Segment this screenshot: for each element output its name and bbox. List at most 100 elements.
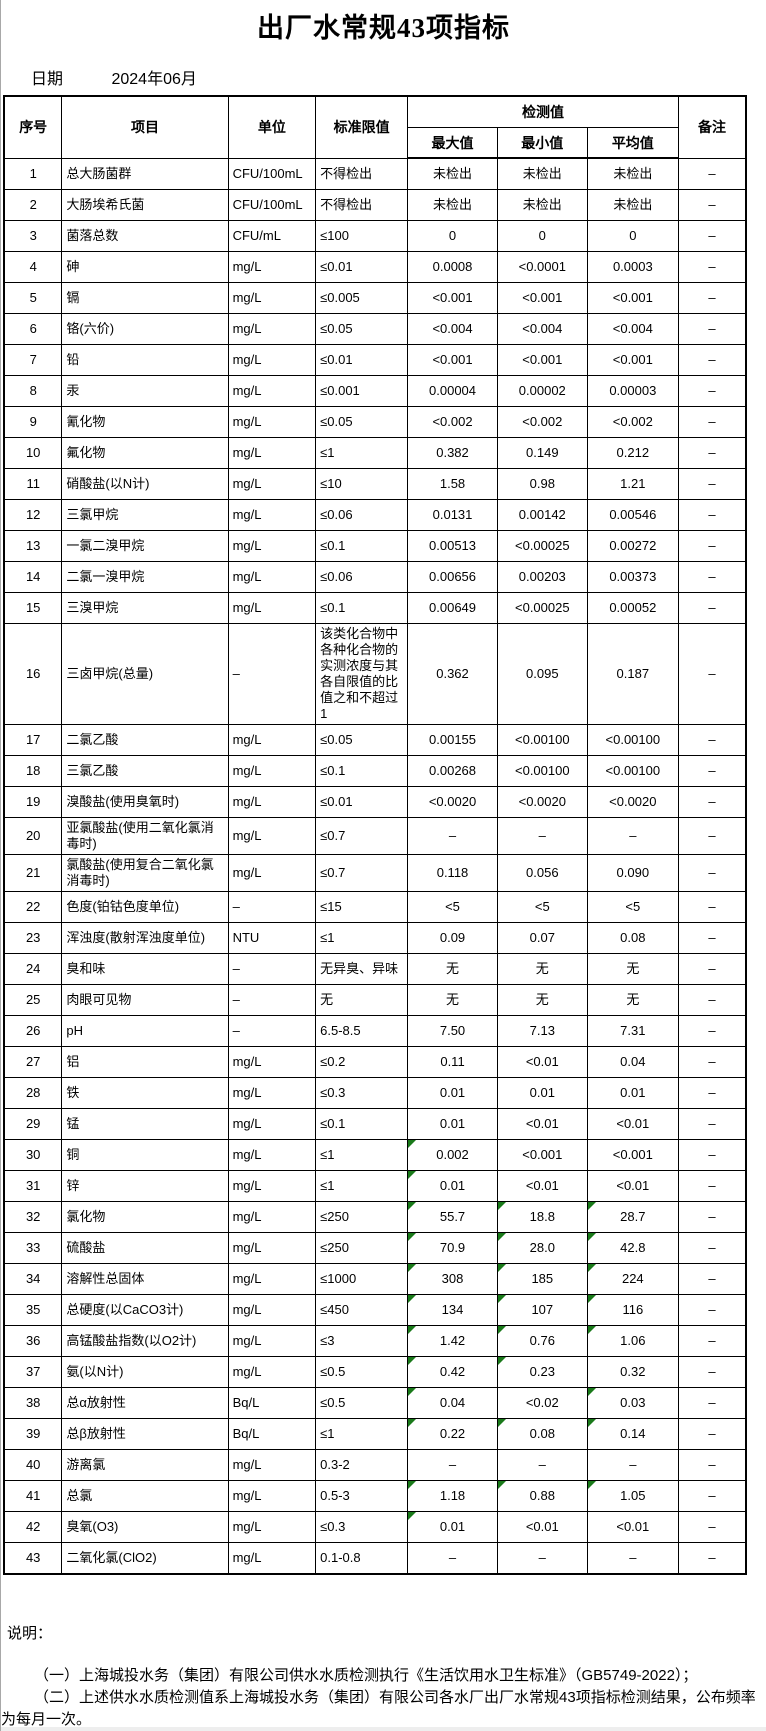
cell-max: 0.01 bbox=[407, 1077, 498, 1109]
notes-section: 说明： （一）上海城投水务（集团）有限公司供水水质检测执行《生活饮用水卫生标准》… bbox=[1, 1623, 766, 1731]
table-row: 4 砷 mg/L ≤0.01 0.0008 <0.0001 0.0003– bbox=[3, 251, 747, 283]
cell-limit: ≤15 bbox=[315, 891, 409, 923]
cell-unit: mg/L bbox=[227, 1480, 317, 1512]
cell-min: 无 bbox=[496, 984, 588, 1016]
date-label: 日期 bbox=[31, 71, 64, 88]
table-row: 29 锰 mg/L ≤0.1 0.01 <0.01 <0.01– bbox=[3, 1108, 747, 1140]
cell-no: 36 bbox=[3, 1325, 63, 1357]
cell-item: 溶解性总固体 bbox=[61, 1263, 229, 1295]
header-unit: 单位 bbox=[227, 95, 317, 159]
cell-max-with-flag-triangle: 0.002 bbox=[407, 1139, 498, 1171]
cell-limit: ≤3 bbox=[315, 1325, 409, 1357]
cell-avg: 0 bbox=[586, 220, 679, 252]
cell-remark: – bbox=[677, 406, 747, 438]
cell-item: 总氯 bbox=[61, 1480, 229, 1512]
cell-no: 41 bbox=[3, 1480, 63, 1512]
cell-limit: 0.3-2 bbox=[315, 1449, 409, 1481]
cell-max-with-flag-triangle: 0.04 bbox=[407, 1387, 498, 1419]
cell-max: 0.00268 bbox=[407, 755, 498, 787]
cell-unit: mg/L bbox=[227, 755, 317, 787]
cell-avg: 0.04 bbox=[586, 1046, 679, 1078]
cell-remark: – bbox=[677, 282, 747, 314]
cell-max: 0.382 bbox=[407, 437, 498, 469]
cell-max: <0.002 bbox=[407, 406, 498, 438]
cell-avg: 0.090 bbox=[586, 854, 679, 892]
cell-item: 溴酸盐(使用臭氧时) bbox=[61, 786, 229, 818]
cell-min: <0.001 bbox=[496, 282, 588, 314]
cell-unit: mg/L bbox=[227, 817, 317, 855]
cell-unit: mg/L bbox=[227, 561, 317, 593]
cell-unit: mg/L bbox=[227, 1263, 317, 1295]
cell-min: <0.02 bbox=[496, 1387, 588, 1419]
cell-min: <0.00025 bbox=[496, 592, 588, 624]
table-row: 19 溴酸盐(使用臭氧时) mg/L ≤0.01 <0.0020 <0.0020 <0.00… bbox=[3, 786, 747, 818]
cell-item: 大肠埃希氏菌 bbox=[61, 189, 229, 221]
cell-max-with-flag-triangle: 0.01 bbox=[407, 1511, 498, 1543]
cell-item: 三溴甲烷 bbox=[61, 592, 229, 624]
cell-max: 0.118 bbox=[407, 854, 498, 892]
cell-unit: mg/L bbox=[227, 406, 317, 438]
cell-limit: ≤1 bbox=[315, 1418, 409, 1450]
cell-unit: mg/L bbox=[227, 1046, 317, 1078]
cell-remark: – bbox=[677, 1201, 747, 1233]
cell-limit: ≤1 bbox=[315, 1139, 409, 1171]
table-row: 39 总β放射性 Bq/L ≤1 0.22 0.08 0.14– bbox=[3, 1418, 747, 1450]
cell-limit: 不得检出 bbox=[315, 189, 409, 221]
cell-max: <0.001 bbox=[407, 344, 498, 376]
cell-remark: – bbox=[677, 623, 747, 725]
cell-no: 32 bbox=[3, 1201, 63, 1233]
cell-max: 1.58 bbox=[407, 468, 498, 500]
cell-max-with-flag-triangle: 1.18 bbox=[407, 1480, 498, 1512]
cell-no: 14 bbox=[3, 561, 63, 593]
cell-limit: ≤0.2 bbox=[315, 1046, 409, 1078]
header-max: 最大值 bbox=[407, 127, 498, 159]
cell-no: 22 bbox=[3, 891, 63, 923]
cell-unit: mg/L bbox=[227, 1139, 317, 1171]
cell-no: 37 bbox=[3, 1356, 63, 1388]
cell-limit: ≤0.3 bbox=[315, 1077, 409, 1109]
table-row: 20 亚氯酸盐(使用二氧化氯消毒时) mg/L ≤0.7– – – – bbox=[3, 817, 747, 855]
cell-no: 24 bbox=[3, 953, 63, 985]
note-item-2: （二）上述供水水质检测值系上海城投水务（集团）有限公司各水厂出厂水常规43项指标… bbox=[1, 1689, 756, 1728]
cell-limit: ≤1 bbox=[315, 1170, 409, 1202]
cell-max: 无 bbox=[407, 953, 498, 985]
cell-min: <0.001 bbox=[496, 344, 588, 376]
cell-max: 0.00155 bbox=[407, 724, 498, 756]
cell-item: 浑浊度(散射浑浊度单位) bbox=[61, 922, 229, 954]
cell-unit: NTU bbox=[227, 922, 317, 954]
cell-no: 38 bbox=[3, 1387, 63, 1419]
cell-no: 39 bbox=[3, 1418, 63, 1450]
cell-no: 7 bbox=[3, 344, 63, 376]
cell-no: 12 bbox=[3, 499, 63, 531]
cell-unit: mg/L bbox=[227, 854, 317, 892]
cell-remark: – bbox=[677, 1077, 747, 1109]
cell-limit: ≤250 bbox=[315, 1232, 409, 1264]
cell-min-with-flag-triangle: 0.08 bbox=[496, 1418, 588, 1450]
cell-item: 铝 bbox=[61, 1046, 229, 1078]
cell-unit: Bq/L bbox=[227, 1418, 317, 1450]
cell-min: 未检出 bbox=[496, 189, 588, 221]
cell-limit: 6.5-8.5 bbox=[315, 1015, 409, 1047]
cell-max-with-flag-triangle: 134 bbox=[407, 1294, 498, 1326]
cell-no: 26 bbox=[3, 1015, 63, 1047]
table-row: 2 大肠埃希氏菌 CFU/100mL 不得检出 未检出 未检出 未检出 – bbox=[3, 189, 747, 221]
cell-item: 三氯乙酸 bbox=[61, 755, 229, 787]
cell-item: 三卤甲烷(总量) bbox=[61, 623, 229, 725]
header-limit: 标准限值 bbox=[315, 95, 409, 159]
cell-remark: – bbox=[677, 1294, 747, 1326]
cell-item: 硝酸盐(以N计) bbox=[61, 468, 229, 500]
date-row: 日期 2024年06月 bbox=[1, 65, 766, 89]
cell-unit: mg/L bbox=[227, 786, 317, 818]
cell-avg: <0.001 bbox=[586, 282, 679, 314]
header-detection-group: 检测值 bbox=[407, 95, 679, 128]
cell-no: 5 bbox=[3, 282, 63, 314]
cell-remark: – bbox=[677, 1108, 747, 1140]
table-row: 23 浑浊度(散射浑浊度单位) NTU ≤1 0.09 0.07 0.08– bbox=[3, 922, 747, 954]
cell-max: 0.0131 bbox=[407, 499, 498, 531]
cell-unit: mg/L bbox=[227, 1542, 317, 1575]
cell-unit: mg/L bbox=[227, 1108, 317, 1140]
cell-limit: ≤0.01 bbox=[315, 786, 409, 818]
cell-avg: 0.00546 bbox=[586, 499, 679, 531]
cell-remark: – bbox=[677, 499, 747, 531]
cell-min: 0.01 bbox=[496, 1077, 588, 1109]
